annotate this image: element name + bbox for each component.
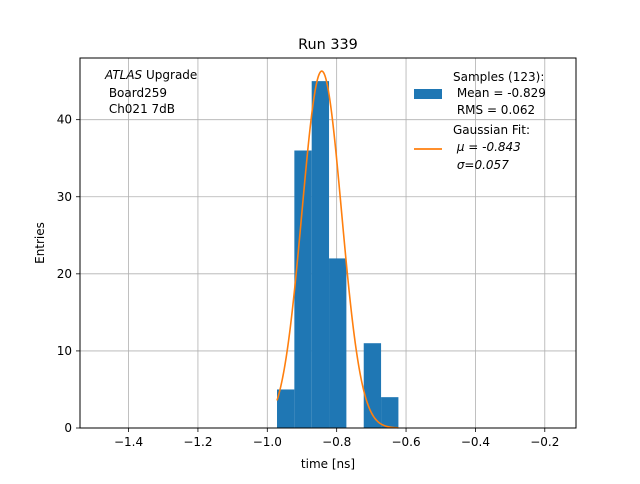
histogram-bar-3 [329, 258, 347, 428]
legend-samples-title: Samples (123): [453, 70, 544, 84]
legend: Samples (123): Mean = -0.829 RMS = 0.062… [414, 70, 546, 172]
legend-samples-mean: Mean = -0.829 [453, 86, 546, 100]
x-ticks: −1.4 −1.2 −1.0 −0.8 −0.6 −0.4 −0.2 [114, 428, 559, 449]
y-tick-label-0: 0 [64, 421, 72, 435]
annotation-atlas: ATLAS [104, 68, 143, 82]
histogram-bar-2 [311, 81, 330, 428]
y-tick-label-1: 10 [57, 344, 72, 358]
legend-fit-mu: μ = -0.843 [453, 140, 521, 154]
plot-frame [79, 57, 577, 429]
y-tick-label-4: 40 [57, 113, 72, 127]
y-ticks: 0 10 20 30 40 [57, 113, 80, 435]
histogram-bar-0 [277, 389, 295, 428]
x-tick-label-5: −0.4 [461, 435, 490, 449]
x-tick-label-6: −0.2 [530, 435, 559, 449]
x-tick-label-0: −1.4 [114, 435, 143, 449]
legend-fit-title: Gaussian Fit: [453, 123, 530, 137]
y-tick-label-2: 20 [57, 267, 72, 281]
gaussian-fit-curve [276, 70, 399, 429]
x-tick-label-1: −1.2 [183, 435, 212, 449]
x-tick-label-3: −0.8 [322, 435, 351, 449]
y-tick-label-3: 30 [57, 190, 72, 204]
annotation-upgrade: Upgrade [142, 68, 197, 82]
x-axis-label: time [ns] [301, 457, 355, 471]
x-tick-label-4: −0.6 [391, 435, 420, 449]
legend-fit-sigma: σ=0.057 [453, 158, 509, 172]
annotation-channel: Ch021 7dB [105, 102, 175, 116]
atlas-annotation: ATLAS Upgrade Board259 Ch021 7dB [104, 68, 197, 116]
histogram-bar-1 [294, 150, 312, 428]
y-axis-label: Entries [33, 222, 47, 264]
chart-title: Run 339 [298, 37, 358, 53]
legend-samples-rms: RMS = 0.062 [453, 103, 535, 117]
annotation-board: Board259 [105, 86, 167, 100]
histogram-bar-6 [381, 397, 399, 428]
legend-samples-swatch [414, 89, 442, 99]
fit-curve-group [276, 70, 399, 429]
svg-text:ATLAS Upgrade: ATLAS Upgrade [104, 68, 197, 82]
x-tick-label-2: −1.0 [253, 435, 282, 449]
